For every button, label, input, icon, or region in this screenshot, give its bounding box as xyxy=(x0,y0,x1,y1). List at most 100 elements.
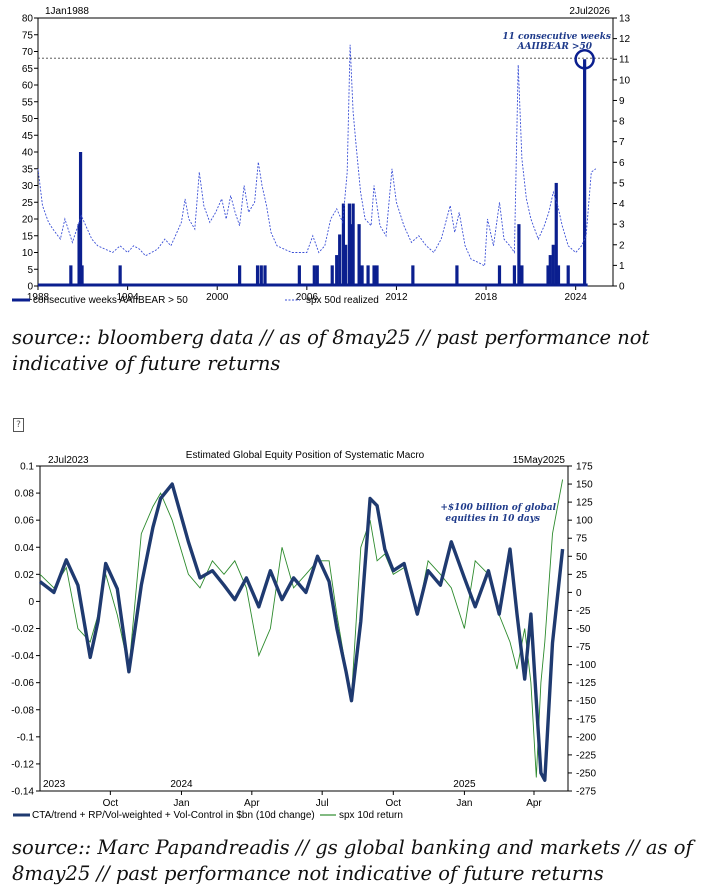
chart2-right-tick-label: -175 xyxy=(576,714,596,725)
chart1-end-date-label: 2Jul2026 xyxy=(569,6,610,17)
chart2-left-tick-label: -0.14 xyxy=(11,787,34,798)
chart1-bar xyxy=(263,265,267,286)
chart2-start-date-label: 2Jul2023 xyxy=(48,455,89,466)
chart2-right-tick-label: -250 xyxy=(576,768,596,779)
chart1-bar xyxy=(520,265,524,286)
chart1-left-tick-label: 10 xyxy=(22,248,34,259)
chart1-bar xyxy=(297,265,301,286)
chart2-left-tick-label: -0.12 xyxy=(11,759,34,770)
chart1-right-tick-label: 12 xyxy=(619,34,631,45)
chart1-highlight-circle xyxy=(574,48,595,70)
chart1-bar xyxy=(375,265,379,286)
chart2-left-tick-label: 0 xyxy=(28,597,34,608)
chart1-legend-line-label: spx 50d realized xyxy=(306,295,379,305)
chart2-right-tick-label: -200 xyxy=(576,732,596,743)
chart2-right-tick-label: 150 xyxy=(576,480,593,491)
chart1-left-tick-label: 75 xyxy=(22,30,34,41)
broken-image-icon: ? xyxy=(13,418,24,432)
chart2-right-tick-label: -75 xyxy=(576,642,591,653)
chart2-x-tick-label: Apr xyxy=(244,798,260,809)
chart1-right-tick-label: 13 xyxy=(619,14,631,25)
chart2-legend-blue-label: CTA/trend + RP/Vol-weighted + Vol-Contro… xyxy=(32,810,315,821)
chart1-bar xyxy=(357,224,361,286)
chart1-bar xyxy=(517,224,521,286)
chart1-bar xyxy=(360,265,364,286)
chart2-title: Estimated Global Equity Position of Syst… xyxy=(186,450,425,461)
chart2-right-tick-label: 125 xyxy=(576,498,593,509)
chart2-right-tick-label: -50 xyxy=(576,624,591,635)
chart1-left-tick-label: 0 xyxy=(27,282,33,293)
chart1-left-tick-label: 55 xyxy=(22,97,34,108)
chart1-x-tick-label: 1988 xyxy=(27,292,50,303)
chart2-right-tick-label: -125 xyxy=(576,678,596,689)
chart2-x-tick-label: Jul xyxy=(316,798,329,809)
chart1-right-tick-label: 2 xyxy=(619,240,625,251)
chart2-year-label: 2025 xyxy=(453,779,476,790)
chart1-bar xyxy=(338,234,342,286)
chart1-x-tick-label: 2006 xyxy=(296,292,319,303)
chart2-systematic-position-line xyxy=(38,482,565,782)
chart1-legend-bars-label: consecutive weeks AAIIBEAR > 50 xyxy=(33,295,188,305)
chart1-right-tick-label: 11 xyxy=(619,55,630,66)
chart1-x-tick-label: 2018 xyxy=(475,292,498,303)
chart1-x-tick-label: 2000 xyxy=(206,292,229,303)
chart1-bar xyxy=(335,255,339,286)
chart2-year-labels: 2023 2024 2025 xyxy=(43,779,476,790)
chart1-right-tick-label: 0 xyxy=(619,282,625,293)
chart1-annotation-line-2: AAIIBEAR >50 xyxy=(516,42,592,52)
chart2-right-tick-label: -150 xyxy=(576,696,596,707)
chart1-bar xyxy=(455,265,459,286)
chart1-left-tick-label: 40 xyxy=(22,148,34,159)
chart2-left-tick-label: -0.06 xyxy=(11,678,34,689)
chart1-right-tick-label: 8 xyxy=(619,117,625,128)
chart2-left-tick-label: -0.08 xyxy=(11,705,34,716)
chart2-x-tick-label: Jan xyxy=(173,798,189,809)
chart2-left-tick-label: -0.02 xyxy=(11,624,34,635)
chart1-left-tick-label: 30 xyxy=(22,181,34,192)
chart1-bar xyxy=(238,265,242,286)
chart2-right-tick-label: 0 xyxy=(576,588,582,599)
chart1-source-caption: source:: bloomberg data // as of 8may25 … xyxy=(12,326,650,375)
chart2-left-axis: -0.14 -0.12 -0.1 -0.08 -0.06 -0.04 -0.02 0 0.02 0… xyxy=(11,462,40,798)
chart1-bar xyxy=(255,265,260,286)
chart2-left-tick-label: 0.1 xyxy=(20,462,34,473)
chart1-left-tick-label: 5 xyxy=(27,265,33,276)
chart2-year-label: 2024 xyxy=(170,779,193,790)
chart2-left-tick-label: -0.1 xyxy=(17,732,35,743)
chart1-right-tick-label: 1 xyxy=(619,261,625,272)
chart2-x-tick-label: Jan xyxy=(456,798,472,809)
chart1-right-tick-label: 4 xyxy=(619,199,625,210)
chart2-annotation-line-2: equities in 10 days xyxy=(445,514,540,524)
chart1-annotation-line-1: 11 consecutive weeks xyxy=(502,32,611,42)
chart1-bar xyxy=(330,265,334,286)
chart1-bar xyxy=(583,59,587,286)
chart1-left-tick-label: 25 xyxy=(22,198,34,209)
chart2-right-tick-label: 75 xyxy=(576,534,588,545)
chart1-bars-series xyxy=(38,59,588,287)
chart2-left-tick-label: 0.04 xyxy=(15,543,35,554)
chart2-x-tick-label: Oct xyxy=(103,798,119,809)
chart2-left-tick-label: 0.02 xyxy=(15,570,35,581)
chart1-x-axis: 1988 1994 2000 2006 2012 2018 2024 xyxy=(27,286,587,303)
chart1-bar xyxy=(118,265,122,286)
chart1-spx-realized-line xyxy=(37,44,597,267)
chart2-x-tick-label: Oct xyxy=(386,798,402,809)
chart1-right-tick-label: 6 xyxy=(619,158,625,169)
chart2-source-caption: source:: Marc Papandreadis // gs global … xyxy=(12,836,693,885)
chart1-right-tick-label: 9 xyxy=(619,96,625,107)
chart2-right-tick-label: 50 xyxy=(576,552,588,563)
chart1-left-tick-label: 65 xyxy=(22,64,34,75)
chart1-x-tick-label: 2012 xyxy=(385,292,408,303)
chart1-bar xyxy=(551,244,555,286)
chart1-bar xyxy=(312,265,316,286)
chart2-right-tick-label: -275 xyxy=(576,787,596,798)
chart1-right-tick-label: 10 xyxy=(619,75,631,86)
chart1-left-tick-label: 20 xyxy=(22,215,34,226)
chart1-bar xyxy=(411,265,415,286)
chart2-left-tick-label: -0.04 xyxy=(11,651,34,662)
chart2-end-date-label: 15May2025 xyxy=(513,455,566,466)
chart2-left-tick-label: 0.06 xyxy=(15,516,35,527)
chart1-bar xyxy=(351,203,355,286)
chart1-bar xyxy=(315,265,319,286)
chart1-bar xyxy=(341,203,346,286)
